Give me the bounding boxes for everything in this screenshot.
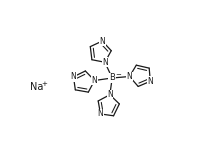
Text: N: N [70, 72, 76, 81]
Text: N: N [91, 76, 97, 85]
Text: −: − [115, 72, 120, 78]
Text: N: N [97, 110, 103, 118]
Text: +: + [41, 81, 47, 87]
Text: N: N [99, 37, 105, 46]
Text: N: N [106, 90, 112, 99]
Text: N: N [126, 72, 132, 81]
Text: N: N [101, 58, 107, 67]
Text: Na: Na [30, 82, 43, 92]
Text: B: B [109, 73, 115, 83]
Text: N: N [147, 77, 152, 86]
